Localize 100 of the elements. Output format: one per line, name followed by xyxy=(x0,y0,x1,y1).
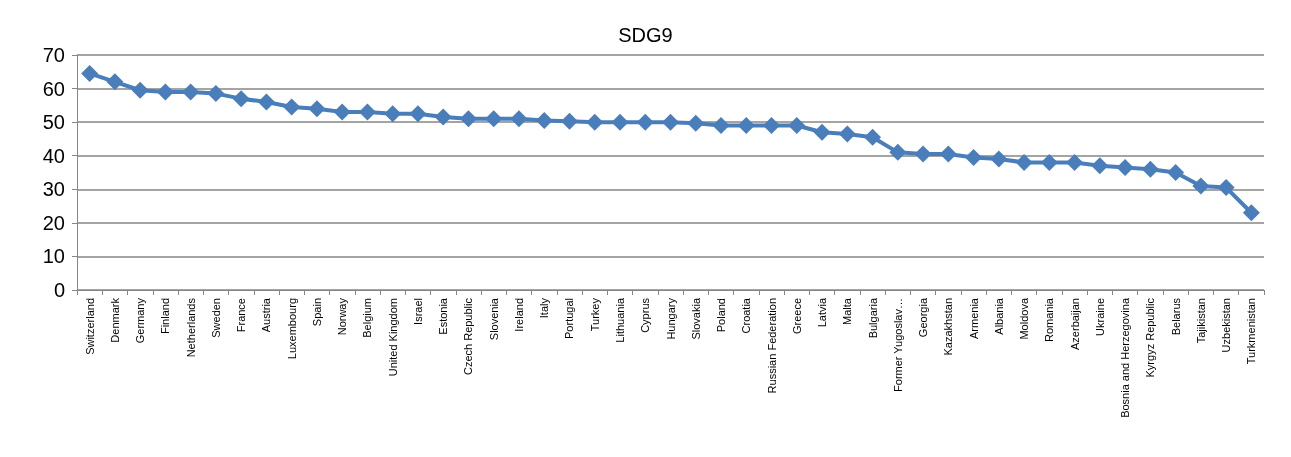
point xyxy=(106,73,124,91)
point xyxy=(1091,157,1109,175)
x-tick-label: Malta xyxy=(841,297,854,325)
point xyxy=(1242,204,1260,222)
point xyxy=(257,93,275,111)
x-tick-label: Albania xyxy=(992,297,1005,335)
x-tick-label: Russian Federation xyxy=(765,298,778,394)
y-tick-label: 20 xyxy=(42,211,65,234)
point xyxy=(207,85,225,103)
x-tick-label: Former Yugoslav… xyxy=(891,298,904,392)
point xyxy=(864,128,882,146)
point xyxy=(308,100,326,118)
x-tick-label: Azerbaijan xyxy=(1068,298,1081,350)
x-tick-label: Greece xyxy=(790,298,803,335)
x-tick-label: Slovenia xyxy=(487,297,500,341)
point xyxy=(535,111,553,129)
point xyxy=(1015,153,1033,171)
x-tick-label: Luxembourg xyxy=(285,298,298,360)
x-tick-label: Ireland xyxy=(512,298,525,332)
x-tick-label: Croatia xyxy=(740,297,753,334)
x-tick-label: Italy xyxy=(538,297,551,319)
point xyxy=(788,117,806,134)
x-tick-label: Netherlands xyxy=(184,297,197,358)
point xyxy=(1116,158,1134,176)
point xyxy=(283,98,301,116)
y-tick-label: 60 xyxy=(42,77,65,100)
point xyxy=(813,123,831,141)
point xyxy=(1167,164,1185,181)
x-tick-label: Tajikistan xyxy=(1194,298,1207,344)
x-tick-label: Portugal xyxy=(563,298,576,339)
y-tick-label: 50 xyxy=(42,111,65,134)
x-tick-label: Czech Republic xyxy=(462,297,475,376)
point xyxy=(485,110,503,128)
point xyxy=(737,117,755,134)
x-tick-label: Denmark xyxy=(108,297,121,343)
point xyxy=(712,117,730,134)
point xyxy=(1141,160,1159,178)
y-tick-label: 10 xyxy=(42,245,65,268)
x-tick-label: Switzerland xyxy=(83,298,96,355)
point xyxy=(182,83,200,101)
point xyxy=(510,110,528,128)
point xyxy=(914,145,932,163)
point xyxy=(1040,153,1058,171)
x-tick-label: Israel xyxy=(411,298,424,325)
point xyxy=(1066,153,1084,171)
x-tick-label: Belgium xyxy=(361,298,374,338)
x-tick-label: Cyprus xyxy=(639,297,652,333)
x-tick-label: Georgia xyxy=(917,297,930,338)
x-tick-label: Ukraine xyxy=(1093,298,1106,336)
point xyxy=(687,114,705,132)
chart-title: SDG9 xyxy=(618,24,673,46)
x-tick-label: Romania xyxy=(1043,297,1056,343)
x-tick-label: France xyxy=(235,298,248,333)
x-tick-label: Austria xyxy=(260,297,273,333)
x-tick-label: Slovakia xyxy=(689,297,702,340)
point xyxy=(965,148,983,166)
point xyxy=(434,108,452,126)
x-tick-label: Kazakhstan xyxy=(942,298,955,356)
x-tick-label: Germany xyxy=(134,297,147,344)
x-tick-label: Armenia xyxy=(967,297,980,339)
x-tick-label: Lithuania xyxy=(613,297,626,343)
point xyxy=(232,90,250,108)
point xyxy=(763,117,781,134)
x-tick-label: Estonia xyxy=(437,297,450,335)
point xyxy=(662,113,679,131)
point xyxy=(611,113,629,131)
x-tick-label: Turkmenistan xyxy=(1245,298,1258,365)
x-tick-label: United Kingdom xyxy=(386,298,399,377)
y-tick-label: 40 xyxy=(42,144,65,167)
x-tick-label: Sweden xyxy=(209,298,222,338)
point xyxy=(384,105,402,123)
y-tick-label: 70 xyxy=(42,44,65,66)
point xyxy=(81,64,99,82)
point xyxy=(409,105,427,123)
point xyxy=(131,81,149,99)
x-tick-label: Turkey xyxy=(588,297,601,332)
point xyxy=(1192,177,1210,195)
x-tick-label: Uzbekistan xyxy=(1220,298,1233,353)
y-tick-label: 0 xyxy=(53,279,65,301)
x-tick-label: Bosnia and Herzegovina xyxy=(1119,297,1132,418)
point xyxy=(889,143,907,161)
x-tick-label: Bulgaria xyxy=(866,297,879,339)
point xyxy=(586,113,604,131)
point xyxy=(459,110,477,128)
x-tick-label: Belarus xyxy=(1169,297,1182,336)
x-tick-label: Kyrgyz Republic xyxy=(1144,297,1157,378)
x-tick-label: Norway xyxy=(336,297,349,336)
x-tick-label: Latvia xyxy=(816,297,829,328)
point xyxy=(636,113,654,131)
point xyxy=(333,103,351,121)
x-tick-label: Moldova xyxy=(1018,297,1031,340)
x-tick-label: Hungary xyxy=(664,297,677,340)
point xyxy=(838,125,856,143)
y-tick-label: 30 xyxy=(42,178,65,201)
point xyxy=(1217,179,1235,197)
point xyxy=(990,150,1008,168)
x-tick-label: Finland xyxy=(159,298,172,335)
x-tick-label: Poland xyxy=(715,298,728,333)
x-tick-label: Spain xyxy=(310,298,323,327)
point xyxy=(156,83,174,101)
